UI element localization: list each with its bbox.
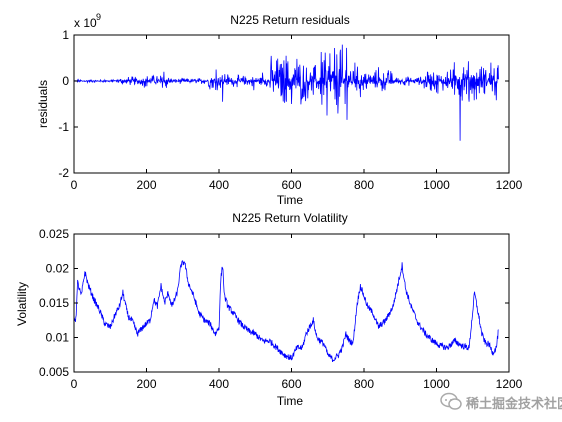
series-line — [73, 260, 499, 363]
chart-title: N225 Return Volatility — [232, 211, 347, 225]
x-tick-label: 400 — [209, 377, 229, 391]
y-tick-label: 0 — [62, 74, 69, 88]
x-tick-label: 800 — [354, 377, 374, 391]
plot-area — [73, 44, 499, 141]
y-exponent-power: 9 — [96, 12, 101, 22]
x-tick-label: 200 — [136, 178, 156, 192]
chart-title: N225 Return residuals — [230, 13, 349, 27]
x-tick-label: 400 — [209, 178, 229, 192]
x-tick-label: 1000 — [423, 377, 450, 391]
y-exponent-base: x 10 — [74, 16, 97, 30]
ticks: 0 200 400 600 800 1000 1200 -2 -1 0 1 — [58, 28, 522, 192]
x-tick-label: 0 — [71, 178, 78, 192]
x-tick-label: 600 — [281, 178, 301, 192]
plot-area — [73, 260, 499, 363]
y-tick-label: -2 — [58, 166, 69, 180]
x-tick-label: 1200 — [496, 377, 523, 391]
x-tick-label: 1200 — [496, 178, 523, 192]
y-axis-label: Volatility — [15, 282, 29, 326]
x-tick-label: 200 — [136, 377, 156, 391]
x-axis-label: Time — [277, 193, 304, 207]
residuals-plot: N225 Return residuals x 10 9 residuals T… — [36, 12, 523, 207]
y-tick-label: 0.025 — [39, 227, 69, 241]
y-tick-label: 0.005 — [39, 365, 69, 379]
x-tick-label: 600 — [281, 377, 301, 391]
x-tick-label: 800 — [354, 178, 374, 192]
y-tick-label: -1 — [58, 120, 69, 134]
y-tick-label: 0.015 — [39, 296, 69, 310]
ticks: 0 200 400 600 800 1000 1200 0.005 0.01 0.015 0.02 0… — [39, 227, 523, 391]
y-axis-label: residuals — [36, 80, 50, 128]
series-line — [73, 44, 499, 141]
x-tick-label: 0 — [71, 377, 78, 391]
x-axis-label: Time — [277, 394, 304, 408]
chat-bubble-icon — [440, 392, 462, 410]
x-tick-label: 1000 — [423, 178, 450, 192]
watermark-text: 稀土掘金技术社区 — [466, 396, 562, 411]
y-tick-label: 1 — [62, 28, 69, 42]
y-tick-label: 0.01 — [46, 331, 70, 345]
volatility-plot: N225 Return Volatility Volatility Time 0… — [15, 211, 523, 408]
y-tick-label: 0.02 — [46, 262, 70, 276]
watermark: 稀土掘金技术社区 — [438, 388, 562, 418]
